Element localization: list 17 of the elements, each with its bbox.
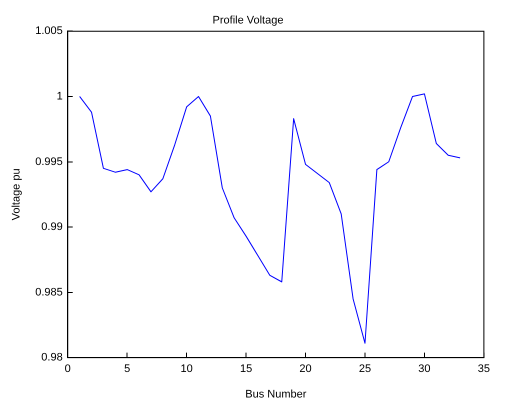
x-tick-label: 5 — [124, 363, 130, 376]
x-tick-label: 25 — [358, 363, 372, 376]
y-tick-label: 1.005 — [35, 25, 63, 38]
x-tick-label: 0 — [64, 363, 71, 376]
y-tick-label: 0.985 — [35, 286, 63, 298]
y-tick-label: 0.98 — [41, 352, 63, 364]
x-tick-label: 15 — [240, 363, 252, 376]
x-tick-label: 20 — [299, 363, 312, 376]
y-axis-title: Voltage pu — [10, 168, 23, 220]
x-tick-label: 30 — [418, 363, 431, 376]
x-axis-title: Bus Number — [245, 388, 307, 400]
y-tick-label: 0.99 — [41, 221, 63, 234]
x-tick-label: 35 — [478, 363, 490, 376]
y-tick-label: 0.995 — [35, 156, 63, 168]
y-tick-label: 1 — [56, 90, 63, 103]
chart-title: Profile Voltage — [212, 14, 284, 27]
x-tick-label: 10 — [180, 363, 193, 376]
